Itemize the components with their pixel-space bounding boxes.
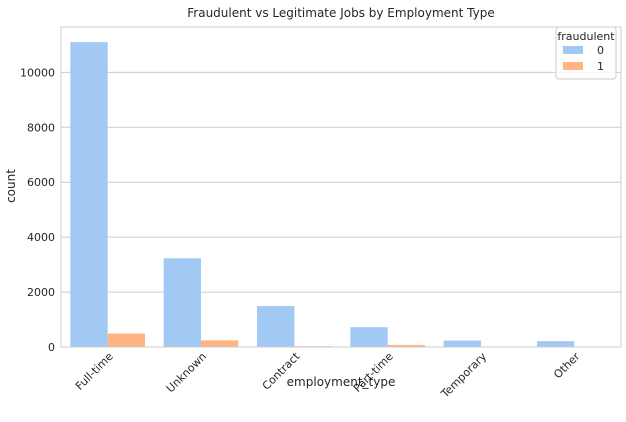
y-axis-title: count: [4, 169, 18, 203]
x-tick-label: Temporary: [438, 350, 489, 401]
plot-frame: [60, 26, 622, 348]
x-tick-label: Other: [551, 350, 583, 382]
bar-other-fraudulent-0: [537, 341, 575, 347]
y-tick-labels: 0 2000 4000 6000 8000 10000: [20, 66, 55, 354]
legend-swatch-1: [563, 62, 583, 70]
x-tick-label: Unknown: [164, 350, 209, 395]
y-tick-label: 4000: [27, 231, 55, 244]
bar-unknown-fraudulent-0: [163, 258, 201, 347]
bar-part-time-fraudulent-0: [350, 327, 388, 347]
chart-title: Fraudulent vs Legitimate Jobs by Employm…: [187, 6, 494, 20]
y-tick-label: 0: [48, 341, 55, 354]
bars: [70, 42, 612, 347]
y-tick-label: 6000: [27, 176, 55, 189]
bar-part-time-fraudulent-1: [387, 344, 425, 347]
bar-temporary-fraudulent-0: [443, 340, 481, 347]
legend-title: fraudulent: [557, 30, 615, 43]
legend-label-1: 1: [597, 60, 604, 73]
legend: fraudulent 0 1: [555, 26, 617, 80]
x-axis-title: employment_type: [287, 375, 396, 389]
bar-full-time-fraudulent-0: [70, 42, 108, 347]
bar-unknown-fraudulent-1: [201, 340, 239, 347]
legend-swatch-0: [563, 46, 583, 54]
y-tick-label: 10000: [20, 66, 55, 79]
bar-contract-fraudulent-0: [257, 306, 295, 347]
legend-label-0: 0: [597, 44, 604, 57]
bar-full-time-fraudulent-1: [107, 333, 145, 347]
x-tick-label: Full-time: [73, 350, 116, 393]
y-tick-label: 8000: [27, 121, 55, 134]
y-tick-label: 2000: [27, 286, 55, 299]
gridlines: [61, 71, 621, 348]
